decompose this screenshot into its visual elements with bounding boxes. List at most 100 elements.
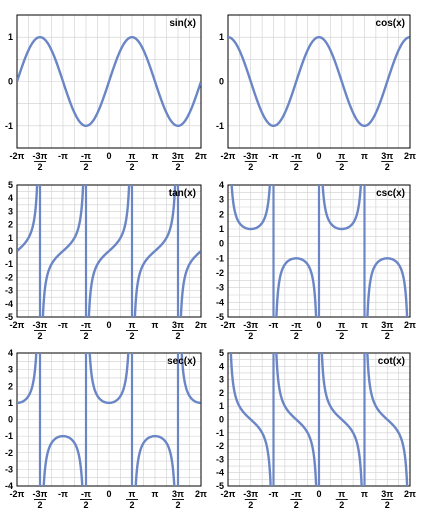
x-tick-label-numerator: π <box>129 320 136 330</box>
x-tick-label-numerator: 3π <box>381 489 393 499</box>
x-tick-label: π <box>361 151 368 161</box>
x-tick-label-denominator: 2 <box>83 162 88 172</box>
x-tick-label-numerator: π <box>129 489 136 499</box>
x-tick-label: -2π <box>10 320 25 330</box>
x-tick-label-numerator: π <box>129 151 136 161</box>
x-tick-label-denominator: 2 <box>385 500 390 510</box>
x-tick-label-denominator: 2 <box>175 162 180 172</box>
x-tick-label: π <box>152 320 159 330</box>
plot-frame <box>227 14 411 149</box>
x-tick-label: 0 <box>106 320 111 330</box>
plot-frame <box>16 14 202 149</box>
x-tick-label: -π <box>269 489 279 499</box>
y-tick-label: -1 <box>216 121 224 131</box>
y-tick-label: 3 <box>8 365 13 375</box>
x-tick-label-denominator: 2 <box>339 331 344 341</box>
y-tick-label: -1 <box>5 431 13 441</box>
y-tick-label: -2 <box>5 272 13 282</box>
chart-title: cos(x) <box>376 18 405 29</box>
y-tick-label: -1 <box>216 428 224 438</box>
x-tick-label: π <box>152 151 159 161</box>
x-tick-label: 2π <box>195 320 207 330</box>
x-tick-label: -2π <box>221 151 236 161</box>
x-tick-label-denominator: 2 <box>83 500 88 510</box>
x-tick-label-denominator: 2 <box>248 162 253 172</box>
y-tick-label: -3 <box>216 283 224 293</box>
y-tick-label: 5 <box>8 180 13 190</box>
y-tick-label: -1 <box>216 253 224 263</box>
x-tick-label-denominator: 2 <box>37 500 42 510</box>
y-tick-label: 0 <box>219 239 224 249</box>
x-tick-label-numerator: -π <box>291 320 301 330</box>
x-tick-label: π <box>361 320 368 330</box>
y-tick-label: -4 <box>5 481 13 491</box>
series-line-sin <box>17 35 201 128</box>
x-tick-label-denominator: 2 <box>294 500 299 510</box>
x-tick-label: 0 <box>106 151 111 161</box>
x-tick-label-numerator: -3π <box>33 489 48 499</box>
chart-title: sin(x) <box>169 18 196 29</box>
y-tick-label: 2 <box>8 381 13 391</box>
y-tick-label: -5 <box>5 312 13 322</box>
y-tick-label: 2 <box>219 388 224 398</box>
x-tick-label-denominator: 2 <box>175 500 180 510</box>
series-line-sec <box>17 353 201 486</box>
x-tick-label-numerator: 3π <box>172 151 184 161</box>
x-tick-label: 0 <box>106 489 111 499</box>
series-line-tan <box>17 185 201 317</box>
x-tick-label-denominator: 2 <box>37 162 42 172</box>
y-tick-label: 0 <box>219 415 224 425</box>
y-tick-label: -5 <box>216 312 224 322</box>
x-tick-label-denominator: 2 <box>129 500 134 510</box>
x-tick-label: 2π <box>404 489 416 499</box>
x-tick-label: 2π <box>195 489 207 499</box>
x-tick-label-denominator: 2 <box>248 331 253 341</box>
y-tick-label: 0 <box>8 246 13 256</box>
x-tick-label: 2π <box>404 151 416 161</box>
y-tick-label: 3 <box>219 375 224 385</box>
x-tick-label-denominator: 2 <box>339 162 344 172</box>
y-tick-label: 2 <box>219 209 224 219</box>
y-tick-label: 1 <box>219 32 224 42</box>
x-tick-label-numerator: π <box>338 489 345 499</box>
y-tick-label: 1 <box>8 233 13 243</box>
x-tick-label: 2π <box>195 151 207 161</box>
x-tick-label: -π <box>269 151 279 161</box>
x-tick-label-denominator: 2 <box>175 331 180 341</box>
x-tick-label: -2π <box>10 151 25 161</box>
x-tick-label: -π <box>58 151 68 161</box>
x-tick-label-numerator: -π <box>81 320 91 330</box>
x-tick-label: -2π <box>221 489 236 499</box>
x-tick-label-denominator: 2 <box>385 331 390 341</box>
y-tick-label: 3 <box>219 195 224 205</box>
series-line-csc <box>230 185 409 317</box>
x-tick-label: -π <box>58 320 68 330</box>
y-tick-label: 1 <box>219 401 224 411</box>
x-tick-label: 2π <box>404 320 416 330</box>
y-tick-label: 0 <box>219 77 224 87</box>
y-tick-label: -2 <box>216 268 224 278</box>
y-tick-label: 1 <box>8 398 13 408</box>
x-tick-label-numerator: -π <box>291 489 301 499</box>
chart-title: cot(x) <box>378 356 405 367</box>
y-tick-label: 4 <box>8 193 13 203</box>
x-tick-label-numerator: -3π <box>243 489 258 499</box>
y-tick-label: 1 <box>8 32 13 42</box>
y-tick-label: 5 <box>219 348 224 358</box>
plot-frame <box>16 352 202 487</box>
x-tick-label-denominator: 2 <box>294 331 299 341</box>
x-tick-label-denominator: 2 <box>294 162 299 172</box>
y-tick-label: -3 <box>216 454 224 464</box>
y-tick-label: 4 <box>8 348 13 358</box>
x-tick-label: -π <box>58 489 68 499</box>
x-tick-label-numerator: -3π <box>243 151 258 161</box>
x-tick-label-denominator: 2 <box>248 500 253 510</box>
x-tick-label: -2π <box>221 320 236 330</box>
x-tick-label-denominator: 2 <box>129 162 134 172</box>
x-tick-label: -π <box>269 320 279 330</box>
